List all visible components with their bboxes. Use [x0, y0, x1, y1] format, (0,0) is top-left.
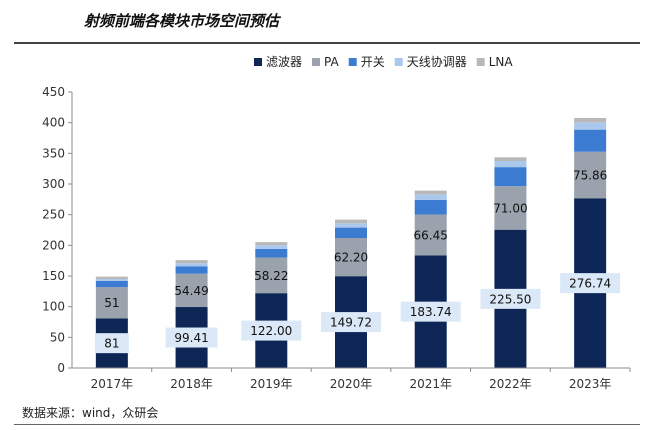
y-tick-label: 100 — [42, 300, 65, 314]
filter-data-label: 81 — [104, 337, 119, 351]
pa-data-label: 58.22 — [254, 269, 288, 283]
bar-switch-segment — [335, 227, 367, 239]
bar-tuner-segment — [255, 245, 288, 249]
bar-switch-segment — [414, 199, 447, 215]
filter-data-label: 149.72 — [330, 316, 372, 330]
bar-switch-segment — [255, 248, 288, 258]
x-tick-label: 2020年 — [330, 377, 373, 391]
filter-data-label-box — [241, 320, 302, 341]
bar-pa-segment — [414, 214, 447, 256]
bar-lna-segment — [335, 219, 367, 224]
bar-tuner-segment — [335, 223, 367, 228]
y-axis: 0 50 100 150 200 250 300 350 400 450 — [42, 85, 73, 375]
filter-data-label-box — [165, 327, 218, 348]
y-tick-label: 400 — [42, 116, 65, 130]
bar-tuner-segment — [175, 263, 208, 267]
x-tick-label: 2017年 — [91, 377, 134, 391]
filter-data-label: 183.74 — [410, 305, 452, 319]
bar-pa-segment — [335, 238, 367, 277]
y-tick-label: 250 — [42, 208, 65, 222]
y-tick-label: 200 — [42, 238, 65, 252]
bar-pa-segment — [95, 287, 128, 319]
pa-data-label: 71.00 — [493, 201, 527, 215]
legend-swatch-pa — [312, 58, 321, 66]
bar-tuner-segment — [95, 279, 128, 281]
bar-lna-segment — [255, 242, 288, 246]
bar-tuner-segment — [574, 122, 607, 130]
bar-switch-segment — [175, 266, 208, 274]
filter-data-label: 276.74 — [569, 277, 611, 291]
pa-data-label: 51 — [104, 296, 119, 310]
source-note: 数据来源：wind，众研会 — [22, 406, 159, 420]
x-tick-label: 2023年 — [569, 377, 612, 391]
filter-data-label-box — [400, 301, 461, 322]
filter-data-label: 225.50 — [489, 292, 531, 306]
legend-swatch-lna — [476, 58, 485, 66]
x-tick-label: 2019年 — [250, 377, 293, 391]
legend-swatch-filter — [254, 58, 262, 66]
data-labels: 81 51 99.41 54.49 122.00 58.22 149.72 62.20 183.… — [94, 169, 621, 354]
bar-switch-segment — [95, 280, 128, 288]
filter-data-label: 122.00 — [250, 324, 292, 338]
y-tick-label: 350 — [42, 146, 65, 160]
y-tick-label: 450 — [42, 85, 65, 99]
legend-label-filter: 滤波器 — [266, 55, 302, 69]
y-tick-label: 300 — [42, 177, 65, 191]
y-tick-label: 0 — [57, 361, 65, 375]
bar-pa-segment — [175, 273, 208, 308]
pa-data-label: 75.86 — [573, 169, 607, 183]
bar-pa-segment — [574, 151, 607, 199]
legend-swatch-tuner — [394, 58, 403, 66]
x-tick-label: 2021年 — [409, 377, 452, 391]
legend-label-lna: LNA — [489, 55, 514, 69]
bar-switch-segment — [574, 129, 607, 152]
y-tick-label: 50 — [50, 330, 65, 344]
legend-label-pa: PA — [324, 55, 339, 69]
bar-switch-segment — [494, 167, 527, 187]
bar-tuner-segment — [414, 194, 447, 200]
bar-pa-segment — [494, 186, 527, 230]
x-tick-label: 2022年 — [489, 377, 532, 391]
title-underline — [14, 42, 640, 44]
filter-data-label-box — [480, 288, 541, 309]
bar-lna-segment — [175, 260, 208, 264]
pa-data-label: 62.20 — [334, 251, 368, 265]
chart-title: 射频前端各模块市场空间预估 — [84, 12, 280, 30]
x-axis: 2017年 2018年 2019年 2020年 2021年 2022年 2023年 — [72, 367, 631, 391]
legend-swatch-switch — [348, 58, 357, 66]
pa-data-label: 54.49 — [174, 284, 208, 298]
stacked-bar-chart: 滤波器 PA 开关 天线协调器 LNA 0 50 100 150 200 250 300 350 400… — [42, 54, 631, 391]
bar-lna-segment — [494, 157, 527, 161]
pa-data-label: 66.45 — [414, 228, 448, 242]
legend: 滤波器 PA 开关 天线协调器 LNA — [254, 54, 513, 69]
bar-lna-segment — [95, 276, 128, 280]
bar-lna-segment — [574, 118, 607, 123]
bar-pa-segment — [255, 257, 288, 294]
footer-rule — [14, 424, 640, 425]
x-tick-label: 2018年 — [170, 377, 213, 391]
bar-lna-segment — [414, 190, 447, 195]
bar-tuner-segment — [494, 161, 527, 168]
legend-label-switch: 开关 — [361, 55, 385, 69]
legend-label-tuner: 天线协调器 — [407, 54, 467, 69]
filter-data-label: 99.41 — [174, 331, 208, 345]
filter-data-label-box — [560, 273, 621, 294]
filter-data-label-box — [321, 312, 381, 333]
y-tick-label: 150 — [42, 269, 65, 283]
filter-data-label-box — [94, 333, 129, 354]
